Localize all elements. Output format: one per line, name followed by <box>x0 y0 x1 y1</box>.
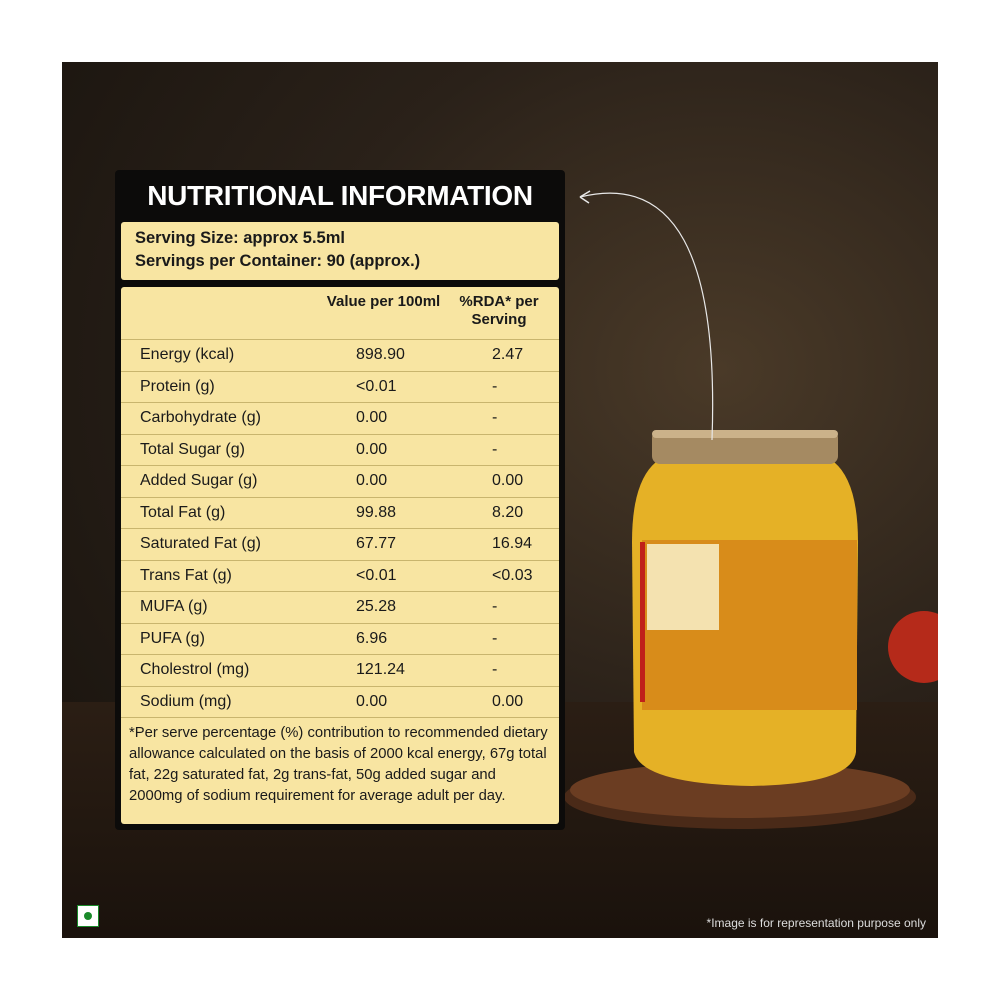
rda-cell: 8.20 <box>492 503 524 521</box>
nutrient-label: Saturated Fat (g) <box>140 535 261 552</box>
rda-cell: <0.03 <box>492 566 533 584</box>
servings-per-container: Servings per Container: 90 (approx.) <box>135 252 421 270</box>
veg-mark-icon <box>77 905 99 927</box>
nutrient-label: Cholestrol (mg) <box>140 661 250 678</box>
rda-cell: - <box>492 440 498 458</box>
rda-cell: - <box>492 409 498 426</box>
rda-cell: 16.94 <box>492 535 533 552</box>
rda-cell: - <box>492 598 498 615</box>
value-cell: 99.88 <box>356 503 397 521</box>
rda-cell: 0.00 <box>492 472 524 489</box>
jar-illustration <box>564 190 938 829</box>
serving-size: Serving Size: approx 5.5ml <box>135 229 345 247</box>
column-header-rda: %RDA* per Serving <box>459 293 539 328</box>
nutrient-label: Protein (g) <box>140 377 215 395</box>
nutrient-label: Energy (kcal) <box>140 346 235 363</box>
pointer-arrow <box>579 192 714 441</box>
value-cell: 6.96 <box>356 629 388 647</box>
table-row: Cholestrol (mg) 121.24 - <box>121 654 559 686</box>
nutrient-label: MUFA (g) <box>140 598 208 615</box>
value-cell: <0.01 <box>356 566 397 584</box>
rda-cell: - <box>492 629 498 647</box>
table-row: Energy (kcal) 898.90 2.47 <box>121 339 559 371</box>
column-header-value: Value per 100ml <box>326 293 441 310</box>
nutrient-label: Total Fat (g) <box>140 503 226 521</box>
value-cell: 121.24 <box>356 661 405 678</box>
value-cell: 0.00 <box>356 409 388 426</box>
table-row: Carbohydrate (g) 0.00 - <box>121 402 559 434</box>
serving-info: Serving Size: approx 5.5ml Servings per … <box>121 222 559 280</box>
rda-cell: - <box>492 661 498 678</box>
nutrient-label: Added Sugar (g) <box>140 472 258 489</box>
nutrient-label: PUFA (g) <box>140 629 205 647</box>
table-row: Protein (g) <0.01 - <box>121 370 559 403</box>
rda-cell: 0.00 <box>492 692 524 710</box>
table-row: MUFA (g) 25.28 - <box>121 591 559 623</box>
table-row: Sodium (mg) 0.00 0.00 <box>121 685 559 718</box>
nutrition-table: Value per 100ml %RDA* per Serving Energy… <box>121 287 559 824</box>
nutrient-label: Sodium (mg) <box>140 692 232 710</box>
jar-lid <box>652 430 838 464</box>
tomato <box>888 611 938 683</box>
nutrient-label: Total Sugar (g) <box>140 440 245 458</box>
nutrient-label: Carbohydrate (g) <box>140 409 261 426</box>
value-cell: 0.00 <box>356 472 388 489</box>
value-cell: 0.00 <box>356 440 388 458</box>
table-row: Saturated Fat (g) 67.77 16.94 <box>121 528 559 560</box>
value-cell: 67.77 <box>356 535 397 552</box>
table-row: Total Fat (g) 99.88 8.20 <box>121 496 559 529</box>
value-cell: 898.90 <box>356 346 405 363</box>
table-row: Total Sugar (g) 0.00 - <box>121 433 559 466</box>
arrow-head-icon <box>579 190 591 204</box>
rda-cell: 2.47 <box>492 346 524 363</box>
disclaimer: *Image is for representation purpose onl… <box>706 916 926 930</box>
nutrient-label: Trans Fat (g) <box>140 566 232 584</box>
value-cell: 0.00 <box>356 692 388 710</box>
panel-title: NUTRITIONAL INFORMATION <box>147 180 533 211</box>
table-row: PUFA (g) 6.96 - <box>121 622 559 655</box>
value-cell: 25.28 <box>356 598 397 615</box>
rda-cell: - <box>492 377 498 395</box>
value-cell: <0.01 <box>356 377 397 395</box>
nutrition-panel: NUTRITIONAL INFORMATION Serving Size: ap… <box>115 170 565 830</box>
table-row: Added Sugar (g) 0.00 0.00 <box>121 465 559 497</box>
footnote: *Per serve percentage (%) contribution t… <box>121 717 559 812</box>
table-row: Trans Fat (g) <0.01 <0.03 <box>121 559 559 592</box>
